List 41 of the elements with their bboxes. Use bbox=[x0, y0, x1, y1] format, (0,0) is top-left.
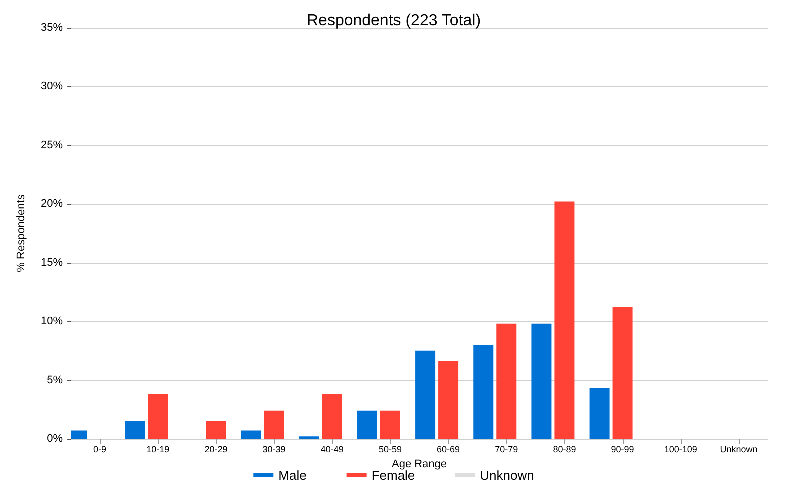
bar bbox=[532, 324, 552, 439]
bar bbox=[612, 307, 633, 439]
y-axis-title: % Respondents bbox=[16, 194, 28, 272]
bar bbox=[474, 345, 494, 439]
bar bbox=[125, 421, 146, 439]
x-tick-label: 50-59 bbox=[378, 444, 402, 454]
x-tick-label: 90-99 bbox=[611, 444, 634, 454]
bar bbox=[322, 394, 342, 439]
y-tick-label: 35% bbox=[40, 22, 64, 34]
x-tick-label: Unknown bbox=[720, 444, 758, 454]
x-tick-label: 30-39 bbox=[262, 444, 286, 454]
y-tick-label: 0% bbox=[47, 433, 64, 445]
y-tick-label: 15% bbox=[40, 256, 64, 269]
y-tick-label: 10% bbox=[40, 316, 64, 328]
bar bbox=[241, 430, 262, 439]
x-axis-title: Age Range bbox=[392, 458, 448, 470]
x-tick-label: 80-89 bbox=[553, 444, 576, 454]
y-tick-label: 30% bbox=[40, 80, 64, 93]
x-tick-label: 10-19 bbox=[146, 444, 170, 454]
legend-label: Unknown bbox=[480, 468, 534, 483]
bar bbox=[554, 202, 575, 439]
x-tick-label: 0-9 bbox=[94, 444, 107, 454]
y-tick-label: 5% bbox=[47, 374, 64, 386]
bar bbox=[496, 324, 517, 439]
bar bbox=[206, 421, 226, 439]
y-tick-label: 20% bbox=[40, 198, 64, 210]
legend-label: Male bbox=[278, 468, 307, 483]
bar bbox=[148, 394, 168, 439]
bar bbox=[590, 388, 610, 439]
bar bbox=[380, 410, 400, 439]
bar bbox=[264, 410, 284, 439]
bar bbox=[438, 361, 459, 439]
bar bbox=[357, 410, 378, 439]
x-tick-label: 20-29 bbox=[204, 444, 228, 454]
chart-title: Respondents (223 Total) bbox=[306, 12, 482, 30]
x-tick-label: 100-109 bbox=[664, 444, 698, 454]
x-tick-label: 40-49 bbox=[320, 444, 344, 454]
bar bbox=[416, 350, 436, 439]
x-tick-label: 60-69 bbox=[437, 444, 460, 454]
y-tick-label: 25% bbox=[40, 139, 64, 152]
x-tick-label: 70-79 bbox=[495, 444, 518, 454]
